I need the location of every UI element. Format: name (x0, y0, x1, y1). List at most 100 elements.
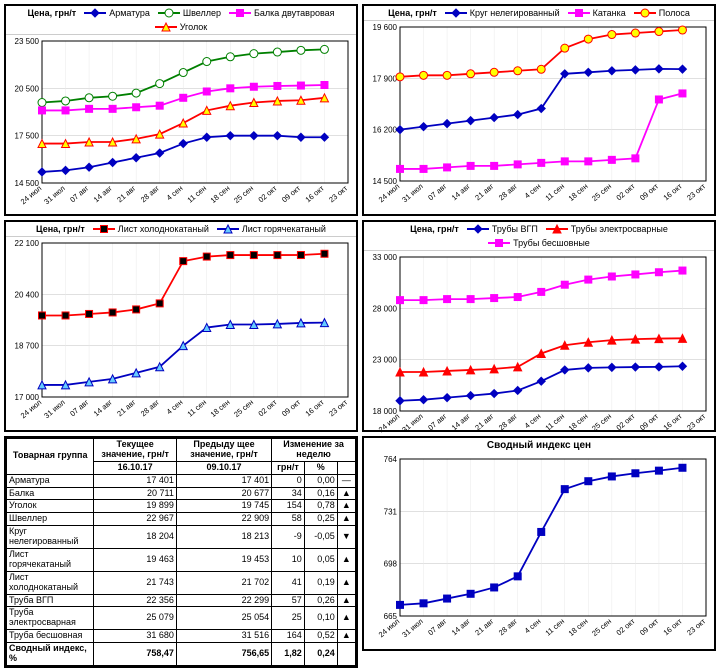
legend-label: Трубы бесшовные (513, 238, 590, 248)
th-change-pct: % (304, 461, 337, 474)
data-marker (321, 82, 328, 89)
cell-name: Круг нелегированный (7, 526, 94, 549)
data-marker (132, 89, 140, 97)
data-marker (608, 363, 616, 371)
x-tick-label: 11 сен (185, 184, 208, 205)
data-marker (397, 165, 404, 172)
data-marker (490, 114, 498, 122)
x-tick-label: 28 авг (497, 181, 519, 202)
legend-item: Лист горячекатаный (217, 224, 326, 234)
cell-direction-icon: ▲ (337, 487, 355, 500)
data-marker (561, 44, 569, 52)
data-marker (538, 159, 545, 166)
data-marker (38, 168, 46, 176)
data-marker (632, 271, 639, 278)
chart-svg: 18 00023 00028 00033 00024 июл31 июл07 а… (364, 251, 712, 443)
data-marker (561, 158, 568, 165)
x-tick-label: 18 сен (567, 182, 590, 203)
chart-legend: Цена, грн/тТрубы ВГПТрубы электросварные… (364, 222, 714, 251)
legend-label: Уголок (180, 22, 208, 32)
x-tick-label: 21 авг (115, 397, 137, 418)
table-row: Труба бесшовная 31 680 31 516 164 0,52 ▲ (7, 630, 356, 643)
table-row: Труба электросварная 25 079 25 054 25 0,… (7, 607, 356, 630)
x-tick-label: 23 окт (685, 181, 708, 202)
data-marker (273, 48, 281, 56)
cell-delta: 57 (272, 594, 305, 607)
cell-direction-icon: ▲ (337, 594, 355, 607)
data-marker (585, 478, 592, 485)
chart-panel-2: Цена, грн/тКруг нелегированныйКатанкаПол… (362, 4, 716, 216)
cell-name: Лист холоднокатаный (7, 571, 94, 594)
cell-current: 18 204 (94, 526, 176, 549)
data-marker (39, 312, 46, 319)
cell-current: 19 463 (94, 549, 176, 572)
th-change-dir (337, 461, 355, 474)
x-tick-label: 4 сен (523, 182, 543, 201)
cell-delta: 41 (272, 571, 305, 594)
x-tick-label: 21 авг (473, 181, 495, 202)
data-marker (250, 83, 257, 90)
chart-svg: 14 50016 20017 90019 60024 июл31 июл07 а… (364, 21, 712, 213)
data-marker (678, 26, 686, 34)
x-tick-label: 31 июл (400, 412, 425, 435)
data-marker (632, 155, 639, 162)
data-marker (62, 107, 69, 114)
legend-label: Лист холоднокатаный (118, 224, 209, 234)
data-marker (226, 132, 234, 140)
x-tick-label: 31 июл (400, 182, 425, 205)
data-marker (655, 28, 663, 36)
data-marker (320, 133, 328, 141)
data-marker (203, 253, 210, 260)
table-row: Швеллер 22 967 22 909 58 0,25 ▲ (7, 513, 356, 526)
data-marker (631, 66, 639, 74)
data-marker (678, 65, 686, 73)
x-tick-label: 25 сен (590, 412, 613, 433)
legend-item: Арматура (84, 8, 150, 18)
cell-name: Арматура (7, 474, 94, 487)
data-marker (180, 94, 187, 101)
data-marker (537, 350, 545, 358)
x-tick-label: 09 окт (638, 616, 661, 637)
data-marker (250, 132, 258, 140)
x-tick-label: 31 июл (42, 184, 67, 207)
data-marker (397, 601, 404, 608)
cell-name: Швеллер (7, 513, 94, 526)
data-marker (396, 73, 404, 81)
data-marker (297, 133, 305, 141)
data-marker (320, 45, 328, 53)
data-marker (584, 68, 592, 76)
data-marker (443, 71, 451, 79)
cell-current: 758,47 (94, 643, 176, 666)
x-tick-label: 09 окт (280, 183, 303, 204)
data-marker (62, 166, 70, 174)
cell-previous: 18 213 (176, 526, 271, 549)
x-tick-label: 11 сен (543, 182, 566, 203)
th-date-prev: 09.10.17 (176, 461, 271, 474)
data-marker (273, 132, 281, 140)
cell-delta: 164 (272, 630, 305, 643)
x-tick-label: 28 авг (139, 397, 161, 418)
data-marker (631, 29, 639, 37)
cell-current: 22 356 (94, 594, 176, 607)
x-tick-label: 11 сен (543, 617, 566, 638)
chart-panel-1: Цена, грн/тАрматураШвеллерБалка двутавро… (4, 4, 358, 216)
chart-legend: Цена, грн/тЛист холоднокатаныйЛист горяч… (6, 222, 356, 237)
data-marker (537, 377, 545, 385)
cell-delta-pct: 0,24 (304, 643, 337, 666)
data-marker (132, 154, 140, 162)
cell-current: 21 743 (94, 571, 176, 594)
x-tick-label: 02 окт (614, 411, 637, 432)
data-marker (631, 363, 639, 371)
data-marker (561, 366, 569, 374)
y-tick-label: 20 400 (15, 290, 40, 299)
data-marker (420, 165, 427, 172)
cell-delta-pct: 0,10 (304, 607, 337, 630)
cell-current: 22 967 (94, 513, 176, 526)
legend-label: Трубы электросварные (571, 224, 668, 234)
th-change: Изменение за неделю (272, 439, 356, 462)
data-marker (467, 590, 474, 597)
dashboard-grid: Цена, грн/тАрматураШвеллерБалка двутавро… (0, 0, 720, 672)
x-tick-label: 28 авг (139, 183, 161, 204)
chart-panel-5: Сводный индекс цен66569873176424 июл31 и… (362, 436, 716, 651)
x-tick-label: 23 окт (685, 616, 708, 637)
